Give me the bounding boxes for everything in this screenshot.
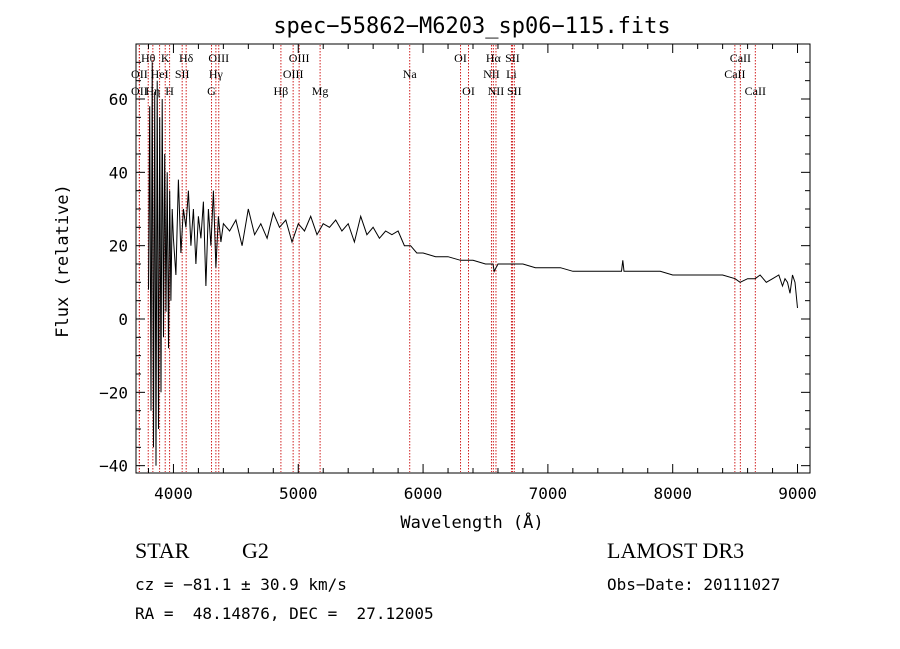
y-tick-label-0: −40 bbox=[99, 457, 128, 476]
y-tick-label-4: 40 bbox=[109, 163, 128, 182]
y-tick-label-3: 20 bbox=[109, 237, 128, 256]
plot-frame bbox=[136, 44, 810, 473]
line-marker-label-5: Hη bbox=[145, 84, 160, 98]
spectrum-line bbox=[149, 62, 798, 465]
x-tick-label-4: 8000 bbox=[653, 484, 692, 503]
line-marker-label-19: Hα bbox=[486, 51, 502, 65]
line-marker-label-9: OIII bbox=[208, 51, 229, 65]
line-marker-label-12: Hβ bbox=[274, 84, 289, 98]
line-marker-label-23: NII bbox=[488, 84, 505, 98]
line-marker-label-27: CaII bbox=[745, 84, 766, 98]
line-markers bbox=[139, 45, 755, 472]
line-marker-label-1: OII bbox=[131, 67, 148, 81]
object-class: STAR bbox=[135, 538, 189, 564]
line-marker-label-7: H bbox=[165, 84, 174, 98]
line-marker-label-11: G bbox=[207, 84, 216, 98]
redshift-readout: cz = −81.1 ± 30.9 km/s bbox=[135, 575, 347, 594]
y-tick-label-1: −20 bbox=[99, 383, 128, 402]
x-tick-label-2: 6000 bbox=[404, 484, 443, 503]
line-marker-label-18: OI bbox=[462, 84, 475, 98]
y-tick-label-2: 0 bbox=[118, 310, 128, 329]
coordinates: RA = 48.14876, DEC = 27.12005 bbox=[135, 604, 434, 623]
x-tick-label-0: 4000 bbox=[154, 484, 193, 503]
chart-title: spec−55862−M6203_sp06−115.fits bbox=[273, 14, 670, 39]
x-tick-label-3: 7000 bbox=[529, 484, 568, 503]
line-marker-label-22: Li bbox=[506, 67, 517, 81]
x-axis: 4000 5000 6000 7000 8000 9000 bbox=[148, 44, 816, 503]
line-marker-label-14: OIII bbox=[283, 67, 304, 81]
line-marker-label-10: Hγ bbox=[209, 67, 224, 81]
line-marker-label-3: K bbox=[161, 51, 170, 65]
survey-name: LAMOST DR3 bbox=[607, 538, 744, 564]
line-marker-label-6: SII bbox=[175, 67, 190, 81]
y-axis-label: Flux (relative) bbox=[53, 184, 73, 338]
line-marker-label-25: CaII bbox=[730, 51, 751, 65]
line-marker-label-0: Hθ bbox=[141, 51, 156, 65]
x-tick-label-1: 5000 bbox=[279, 484, 318, 503]
line-marker-label-20: SII bbox=[505, 51, 520, 65]
line-marker-label-26: CaII bbox=[724, 67, 745, 81]
x-axis-label: Wavelength (Å) bbox=[400, 511, 543, 533]
line-marker-label-21: NII bbox=[483, 67, 500, 81]
line-marker-label-13: OIII bbox=[289, 51, 310, 65]
x-tick-label-5: 9000 bbox=[778, 484, 817, 503]
y-tick-label-5: 60 bbox=[109, 90, 128, 109]
line-marker-label-16: Na bbox=[403, 67, 418, 81]
line-marker-label-4: HeI bbox=[151, 67, 169, 81]
line-marker-label-8: Hδ bbox=[179, 51, 194, 65]
obs-date: Obs−Date: 20111027 bbox=[607, 575, 780, 594]
object-subclass: G2 bbox=[242, 538, 269, 564]
line-marker-label-15: Mg bbox=[312, 84, 329, 98]
line-marker-label-17: OI bbox=[454, 51, 467, 65]
line-marker-label-24: SII bbox=[507, 84, 522, 98]
